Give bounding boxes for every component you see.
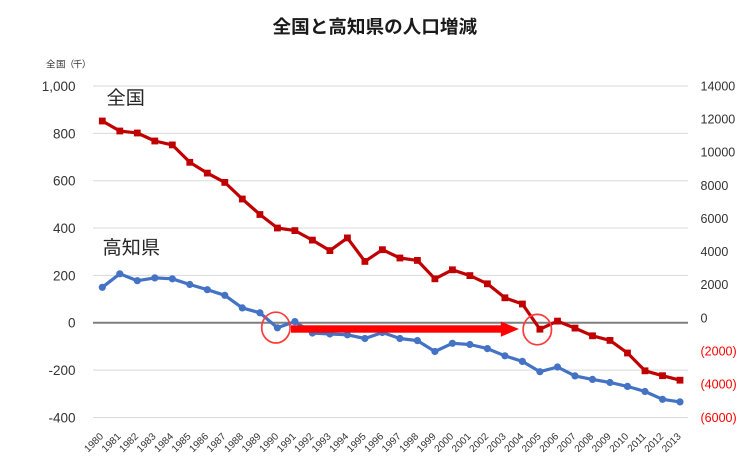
svg-text:-200: -200 <box>48 363 75 378</box>
svg-text:0: 0 <box>68 316 76 331</box>
svg-text:400: 400 <box>53 221 76 236</box>
svg-text:0: 0 <box>701 311 708 325</box>
svg-text:(2000): (2000) <box>701 345 737 359</box>
svg-text:10000: 10000 <box>701 146 736 160</box>
svg-text:6000: 6000 <box>701 212 729 226</box>
svg-text:2000: 2000 <box>701 278 729 292</box>
svg-text:4000: 4000 <box>701 245 729 259</box>
svg-text:800: 800 <box>53 126 76 141</box>
svg-text:200: 200 <box>53 268 76 283</box>
svg-text:600: 600 <box>53 174 76 189</box>
svg-text:(4000): (4000) <box>701 378 737 392</box>
svg-text:12000: 12000 <box>701 112 736 126</box>
svg-text:14000: 14000 <box>701 79 736 93</box>
svg-text:1,000: 1,000 <box>42 79 76 94</box>
svg-text:(6000): (6000) <box>701 411 737 425</box>
svg-text:8000: 8000 <box>701 179 729 193</box>
svg-text:-400: -400 <box>48 410 75 425</box>
